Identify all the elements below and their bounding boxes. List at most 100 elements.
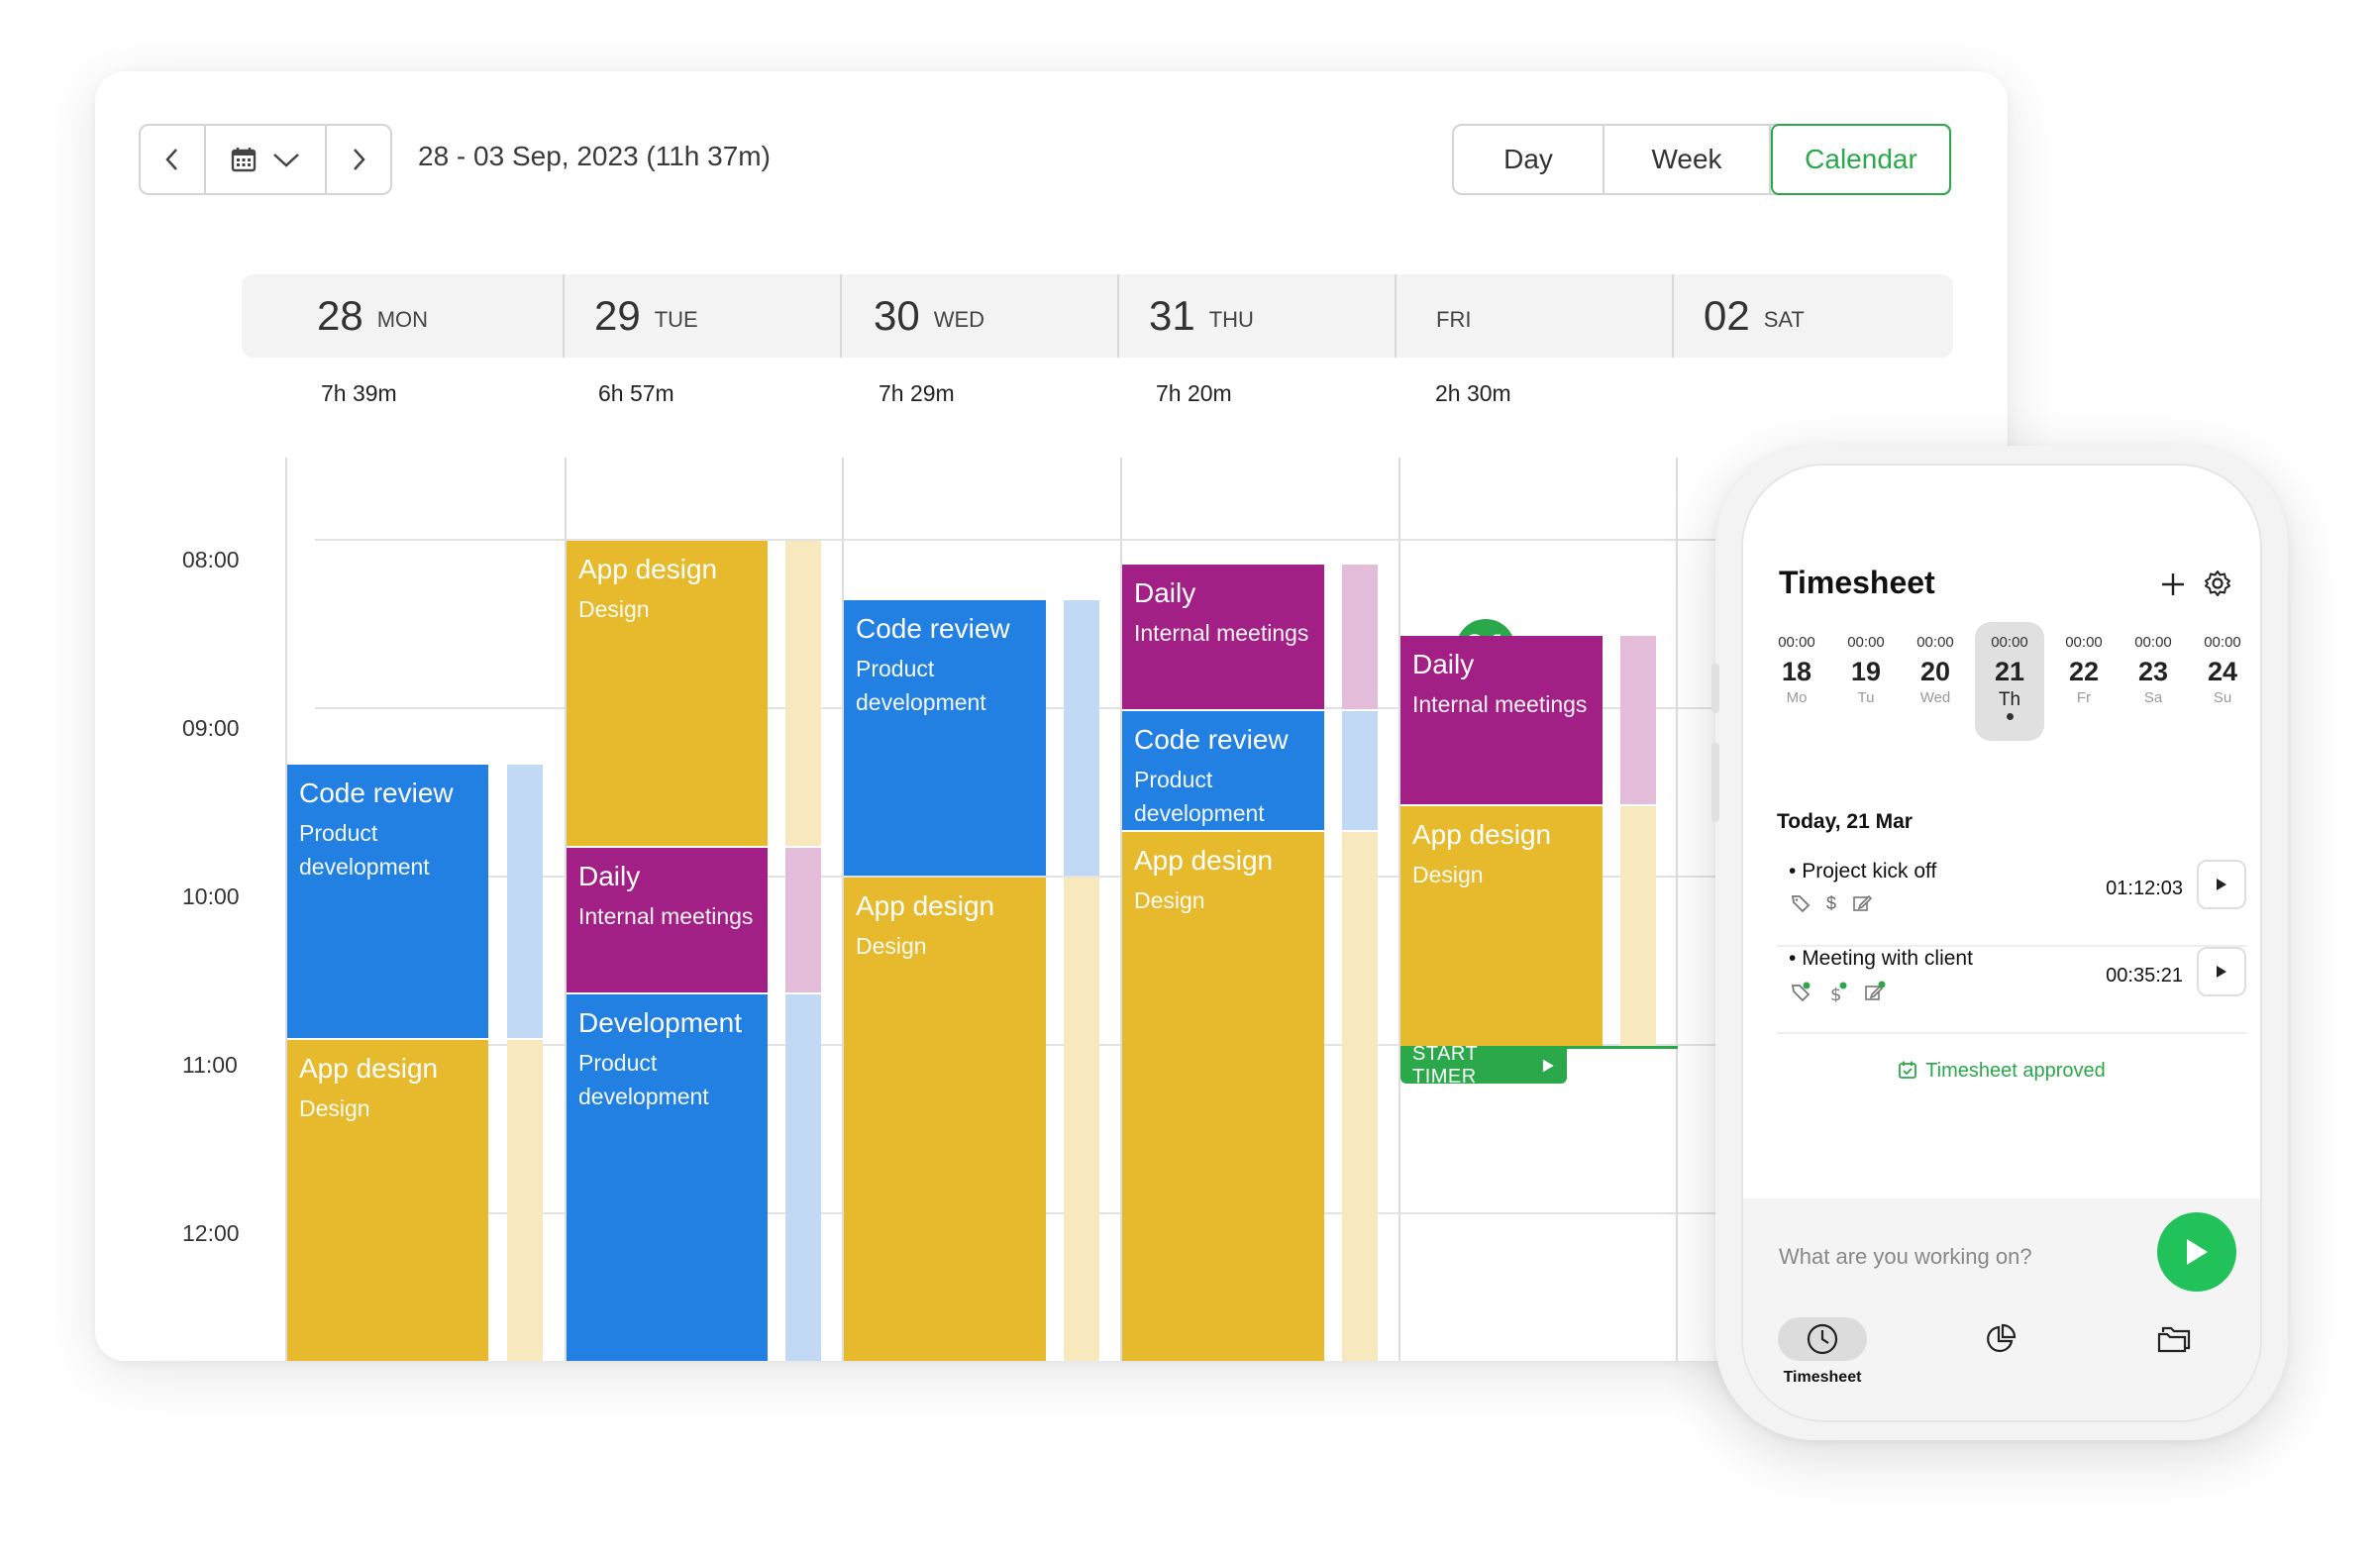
pie-chart-icon <box>1987 1323 2017 1353</box>
event-project: Product development <box>299 820 430 880</box>
chevron-left-icon <box>165 149 177 170</box>
day-header-mon[interactable]: 28 MON <box>317 274 428 358</box>
previous-week-button[interactable] <box>141 126 206 193</box>
event-strip <box>1342 565 1378 709</box>
settings-button[interactable] <box>2203 569 2232 603</box>
tab-timesheet[interactable]: Timesheet <box>1763 1317 1882 1387</box>
day-header-wed[interactable]: 30 WED <box>874 274 984 358</box>
day-number: 31 <box>1149 292 1195 339</box>
calendar-event[interactable]: Code review Product development <box>1122 711 1324 830</box>
timesheet-approved-status: Timesheet approved <box>1743 1060 2260 1083</box>
view-calendar-button[interactable]: Calendar <box>1771 124 1951 195</box>
play-icon <box>2217 966 2226 978</box>
calendar-event[interactable]: Development Product development <box>567 994 768 1361</box>
event-strip <box>1064 878 1099 1361</box>
calendar-event[interactable]: App design Design <box>567 541 768 846</box>
gear-icon <box>2205 571 2230 596</box>
time-entry[interactable]: • Meeting with client $ 00:35:21 <box>1777 947 2246 1026</box>
calendar-event[interactable]: Daily Internal meetings <box>567 848 768 992</box>
week-day-mo[interactable]: 00:00 18 Mo <box>1767 634 1826 706</box>
grid-column-line <box>1398 458 1400 1361</box>
event-project: Internal meetings <box>1412 691 1588 717</box>
event-title: Daily <box>578 861 641 891</box>
day-label: Mo <box>1786 689 1808 706</box>
event-project: Design <box>1134 887 1205 913</box>
calendar-event[interactable]: App design Design <box>287 1040 488 1361</box>
entry-play-button[interactable] <box>2197 860 2246 909</box>
date-picker-button[interactable] <box>206 126 327 193</box>
day-label: TUE <box>654 307 698 332</box>
entry-play-button[interactable] <box>2197 947 2246 996</box>
current-time-line <box>1400 1046 1678 1049</box>
tab-projects[interactable] <box>2135 1317 2215 1361</box>
week-day-su[interactable]: 00:00 24 Su <box>2193 634 2252 706</box>
billable-icon: $ <box>1826 893 1837 913</box>
event-project: Design <box>299 1095 370 1121</box>
bottom-bar: What are you working on? Timesheet <box>1743 1198 2260 1420</box>
day-number: 29 <box>594 292 641 339</box>
event-strip <box>1620 806 1656 1046</box>
day-label: Sa <box>2143 689 2163 706</box>
time-entry[interactable]: • Project kick off $ 01:12:03 <box>1777 860 2246 939</box>
view-switcher: Day Week Calendar <box>1452 124 1951 195</box>
view-week-button[interactable]: Week <box>1604 126 1771 193</box>
time-label: 12:00 <box>182 1220 240 1246</box>
week-day-fr[interactable]: 00:00 22 Fr <box>2054 634 2114 706</box>
start-timer-button[interactable]: START TIMER <box>1400 1043 1567 1088</box>
day-header-thu[interactable]: 31 THU <box>1149 274 1254 358</box>
day-number: 28 <box>317 292 363 339</box>
start-timer-play-button[interactable] <box>2157 1212 2236 1292</box>
entry-name-text: Meeting with client <box>1802 947 1973 970</box>
day-number: 30 <box>874 292 920 339</box>
event-project: Design <box>578 596 650 622</box>
next-week-button[interactable] <box>327 126 390 193</box>
calendar-icon <box>231 148 257 172</box>
day-number: 22 <box>2068 657 2100 686</box>
event-title: App design <box>1134 845 1274 876</box>
day-header-sat[interactable]: 02 SAT <box>1704 274 1805 358</box>
start-timer-label: START TIMER <box>1412 1043 1478 1088</box>
event-strip <box>785 541 821 846</box>
edit-icon <box>1865 981 1886 1000</box>
week-day-wed[interactable]: 00:00 20 Wed <box>1906 634 1965 706</box>
tab-reports[interactable] <box>1961 1317 2040 1361</box>
view-day-button[interactable]: Day <box>1454 126 1604 193</box>
calendar-event[interactable]: Daily Internal meetings <box>1400 636 1603 804</box>
calendar-event[interactable]: Daily Internal meetings <box>1122 565 1324 709</box>
phone-mockup: Timesheet 00:00 18 Mo 00:00 19 Tu 00:00 20 Wed… <box>1711 446 2288 1440</box>
calendar-check-icon <box>1899 1061 1917 1079</box>
day-header-tue[interactable]: 29 TUE <box>594 274 698 358</box>
entry-duration: 00:35:21 <box>2106 965 2183 987</box>
divider <box>1672 274 1674 358</box>
day-total: 7h 39m <box>321 380 397 406</box>
day-label: FRI <box>1436 307 1472 332</box>
calendar-event[interactable]: App design Design <box>1122 832 1324 1361</box>
week-day-th-selected[interactable]: 00:00 21 Th <box>1975 622 2044 741</box>
calendar-event[interactable]: Code review Product development <box>844 600 1046 876</box>
entry-icons: $ <box>1791 981 1886 1002</box>
day-total: 7h 29m <box>879 380 955 406</box>
divider <box>1777 1032 2246 1034</box>
clock-icon <box>1807 1323 1838 1355</box>
calendar-event[interactable]: App design Design <box>844 878 1046 1361</box>
folder-icon <box>2157 1326 2191 1353</box>
day-label: WED <box>933 307 985 332</box>
add-button[interactable] <box>2159 571 2187 603</box>
calendar-card: 28 - 03 Sep, 2023 (11h 37m) Day Week Cal… <box>95 71 2008 1361</box>
event-title: App design <box>856 890 995 921</box>
tag-icon <box>1791 982 1811 1002</box>
calendar-event[interactable]: App design Design <box>1400 806 1603 1046</box>
event-title: Development <box>578 1007 742 1038</box>
entry-name: • Project kick off <box>1789 860 1937 883</box>
week-day-sa[interactable]: 00:00 23 Sa <box>2123 634 2183 706</box>
calendar-event[interactable]: Code review Product development <box>287 765 488 1038</box>
event-title: Daily <box>1412 649 1475 679</box>
time-label: 10:00 <box>182 883 240 909</box>
event-strip <box>507 1040 543 1361</box>
day-label: Wed <box>1919 689 1951 706</box>
task-input[interactable]: What are you working on? <box>1779 1244 2032 1269</box>
week-day-tu[interactable]: 00:00 19 Tu <box>1836 634 1896 706</box>
today-heading: Today, 21 Mar <box>1777 810 1913 833</box>
day-header-fri[interactable]: 01FRI <box>1422 274 1515 678</box>
event-project: Design <box>1412 862 1484 887</box>
